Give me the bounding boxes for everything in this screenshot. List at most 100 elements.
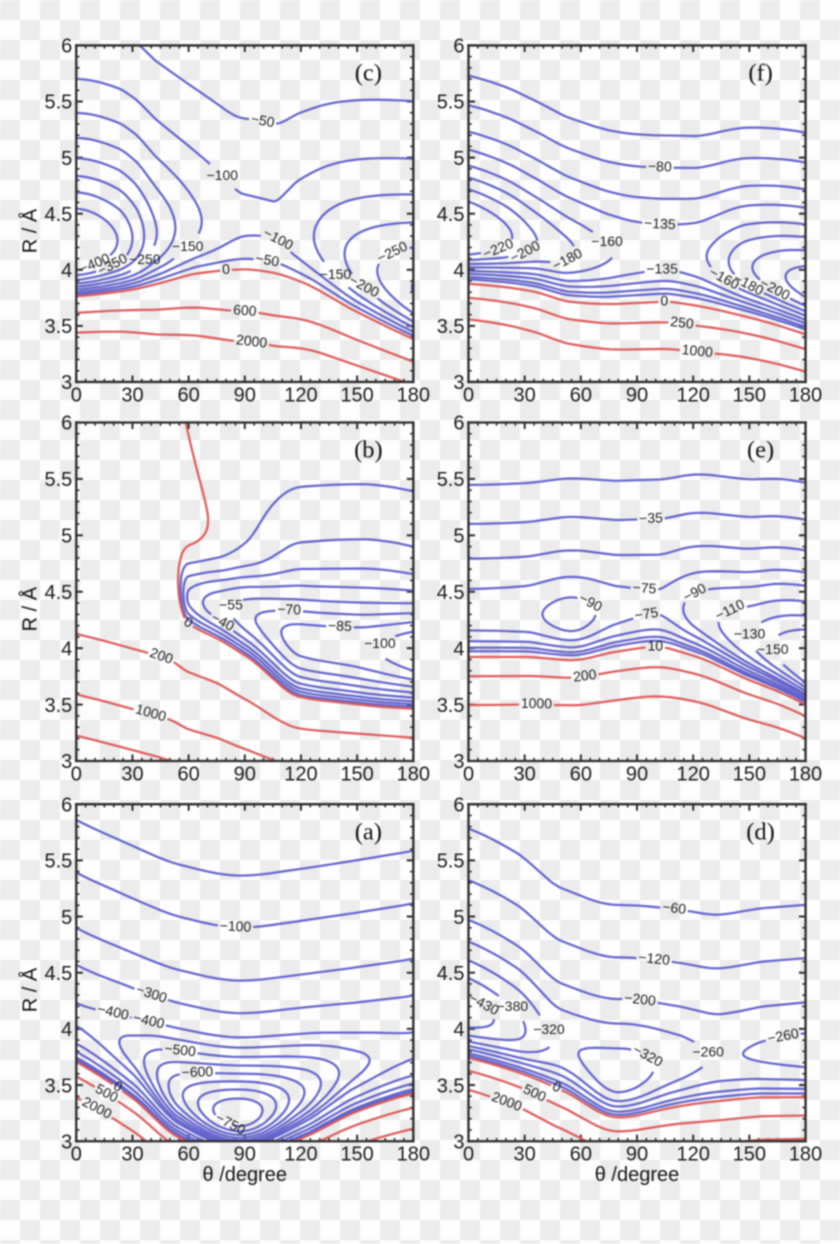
svg-text:60: 60 [178, 384, 200, 406]
svg-text:180: 180 [397, 1144, 430, 1166]
svg-text:30: 30 [514, 1144, 536, 1166]
svg-text:3.5: 3.5 [44, 1075, 72, 1097]
svg-text:−200: −200 [624, 989, 657, 1008]
svg-text:−130: −130 [734, 626, 766, 642]
svg-text:3: 3 [453, 751, 464, 773]
svg-text:500: 500 [521, 1080, 549, 1105]
svg-text:120: 120 [284, 1144, 317, 1166]
svg-text:60: 60 [570, 763, 592, 785]
svg-text:30: 30 [121, 1144, 143, 1166]
svg-text:3: 3 [61, 1131, 72, 1153]
svg-text:4: 4 [453, 638, 464, 660]
svg-text:5.5: 5.5 [44, 851, 72, 873]
svg-text:3.5: 3.5 [437, 1075, 465, 1097]
svg-text:−260: −260 [766, 1025, 800, 1047]
svg-text:150: 150 [733, 384, 766, 406]
svg-text:−500: −500 [164, 1040, 197, 1060]
svg-text:−110: −110 [712, 596, 747, 624]
svg-text:4.5: 4.5 [44, 963, 72, 985]
svg-text:90: 90 [234, 1144, 256, 1166]
svg-text:60: 60 [570, 384, 592, 406]
svg-text:0: 0 [71, 384, 82, 406]
svg-text:−300: −300 [134, 981, 169, 1006]
svg-text:4: 4 [453, 260, 464, 282]
svg-text:−100: −100 [207, 167, 239, 183]
svg-text:30: 30 [121, 763, 143, 785]
svg-text:0: 0 [660, 292, 668, 308]
svg-text:5: 5 [61, 526, 72, 548]
svg-text:θ /degree: θ /degree [595, 1164, 680, 1186]
svg-text:90: 90 [626, 763, 648, 785]
svg-text:5.5: 5.5 [437, 851, 465, 873]
svg-text:−250: −250 [129, 251, 161, 267]
svg-text:10: 10 [647, 637, 663, 653]
svg-text:4: 4 [61, 1019, 72, 1041]
svg-text:−380: −380 [497, 998, 529, 1014]
svg-text:5.5: 5.5 [44, 469, 72, 491]
svg-text:3.5: 3.5 [437, 695, 465, 717]
svg-text:250: 250 [670, 313, 695, 332]
svg-text:1000: 1000 [681, 341, 714, 360]
svg-text:−600: −600 [181, 1063, 213, 1080]
svg-text:5: 5 [453, 148, 464, 170]
svg-text:180: 180 [789, 1144, 822, 1166]
svg-text:−180: −180 [549, 244, 585, 273]
svg-text:5.5: 5.5 [437, 469, 465, 491]
svg-text:−400: −400 [132, 1009, 166, 1032]
svg-text:6: 6 [453, 794, 464, 816]
svg-text:0: 0 [463, 763, 474, 785]
svg-text:−75: −75 [632, 579, 657, 597]
svg-text:−100: −100 [261, 224, 297, 253]
svg-text:3: 3 [453, 1131, 464, 1153]
svg-text:120: 120 [676, 1144, 709, 1166]
svg-text:200: 200 [572, 666, 597, 685]
svg-text:−80: −80 [648, 158, 672, 175]
svg-text:0: 0 [71, 763, 82, 785]
svg-text:(f): (f) [748, 60, 772, 87]
svg-text:200: 200 [148, 644, 176, 667]
svg-text:4.5: 4.5 [437, 582, 465, 604]
svg-text:4: 4 [61, 638, 72, 660]
svg-text:2000: 2000 [235, 331, 268, 350]
svg-text:−150: −150 [757, 641, 789, 657]
svg-text:−320: −320 [630, 1041, 666, 1070]
svg-text:5: 5 [453, 526, 464, 548]
svg-text:R / Å: R / Å [18, 967, 41, 1012]
svg-text:−100: −100 [364, 635, 396, 651]
svg-text:1000: 1000 [134, 701, 169, 725]
svg-text:180: 180 [789, 763, 822, 785]
svg-text:−60: −60 [661, 898, 687, 917]
svg-text:4: 4 [61, 260, 72, 282]
svg-text:−320: −320 [533, 1021, 565, 1037]
svg-text:1000: 1000 [521, 695, 553, 711]
svg-text:90: 90 [626, 384, 648, 406]
svg-text:−90: −90 [577, 589, 606, 614]
svg-text:−135: −135 [644, 215, 677, 233]
svg-text:−400: −400 [96, 1000, 130, 1023]
svg-text:−120: −120 [638, 949, 671, 968]
svg-text:60: 60 [178, 763, 200, 785]
svg-text:6: 6 [453, 413, 464, 435]
svg-text:30: 30 [121, 384, 143, 406]
svg-text:6: 6 [453, 36, 464, 58]
svg-text:(d): (d) [746, 818, 775, 845]
svg-text:4.5: 4.5 [44, 204, 72, 226]
svg-text:−135: −135 [646, 260, 678, 276]
svg-text:−55: −55 [219, 597, 243, 613]
svg-text:600: 600 [233, 301, 258, 319]
svg-text:0: 0 [463, 384, 474, 406]
svg-text:−100: −100 [219, 917, 251, 934]
svg-text:30: 30 [514, 384, 536, 406]
svg-text:−260: −260 [692, 1043, 724, 1059]
svg-text:R / Å: R / Å [18, 586, 41, 631]
svg-text:5.5: 5.5 [437, 92, 465, 114]
svg-text:(a): (a) [355, 818, 382, 845]
svg-text:4.5: 4.5 [437, 963, 465, 985]
svg-text:6: 6 [61, 794, 72, 816]
svg-text:60: 60 [570, 1144, 592, 1166]
svg-text:150: 150 [340, 384, 373, 406]
svg-text:(e): (e) [747, 437, 774, 464]
svg-text:150: 150 [733, 763, 766, 785]
svg-text:−85: −85 [328, 617, 353, 634]
svg-text:3.5: 3.5 [437, 316, 465, 338]
